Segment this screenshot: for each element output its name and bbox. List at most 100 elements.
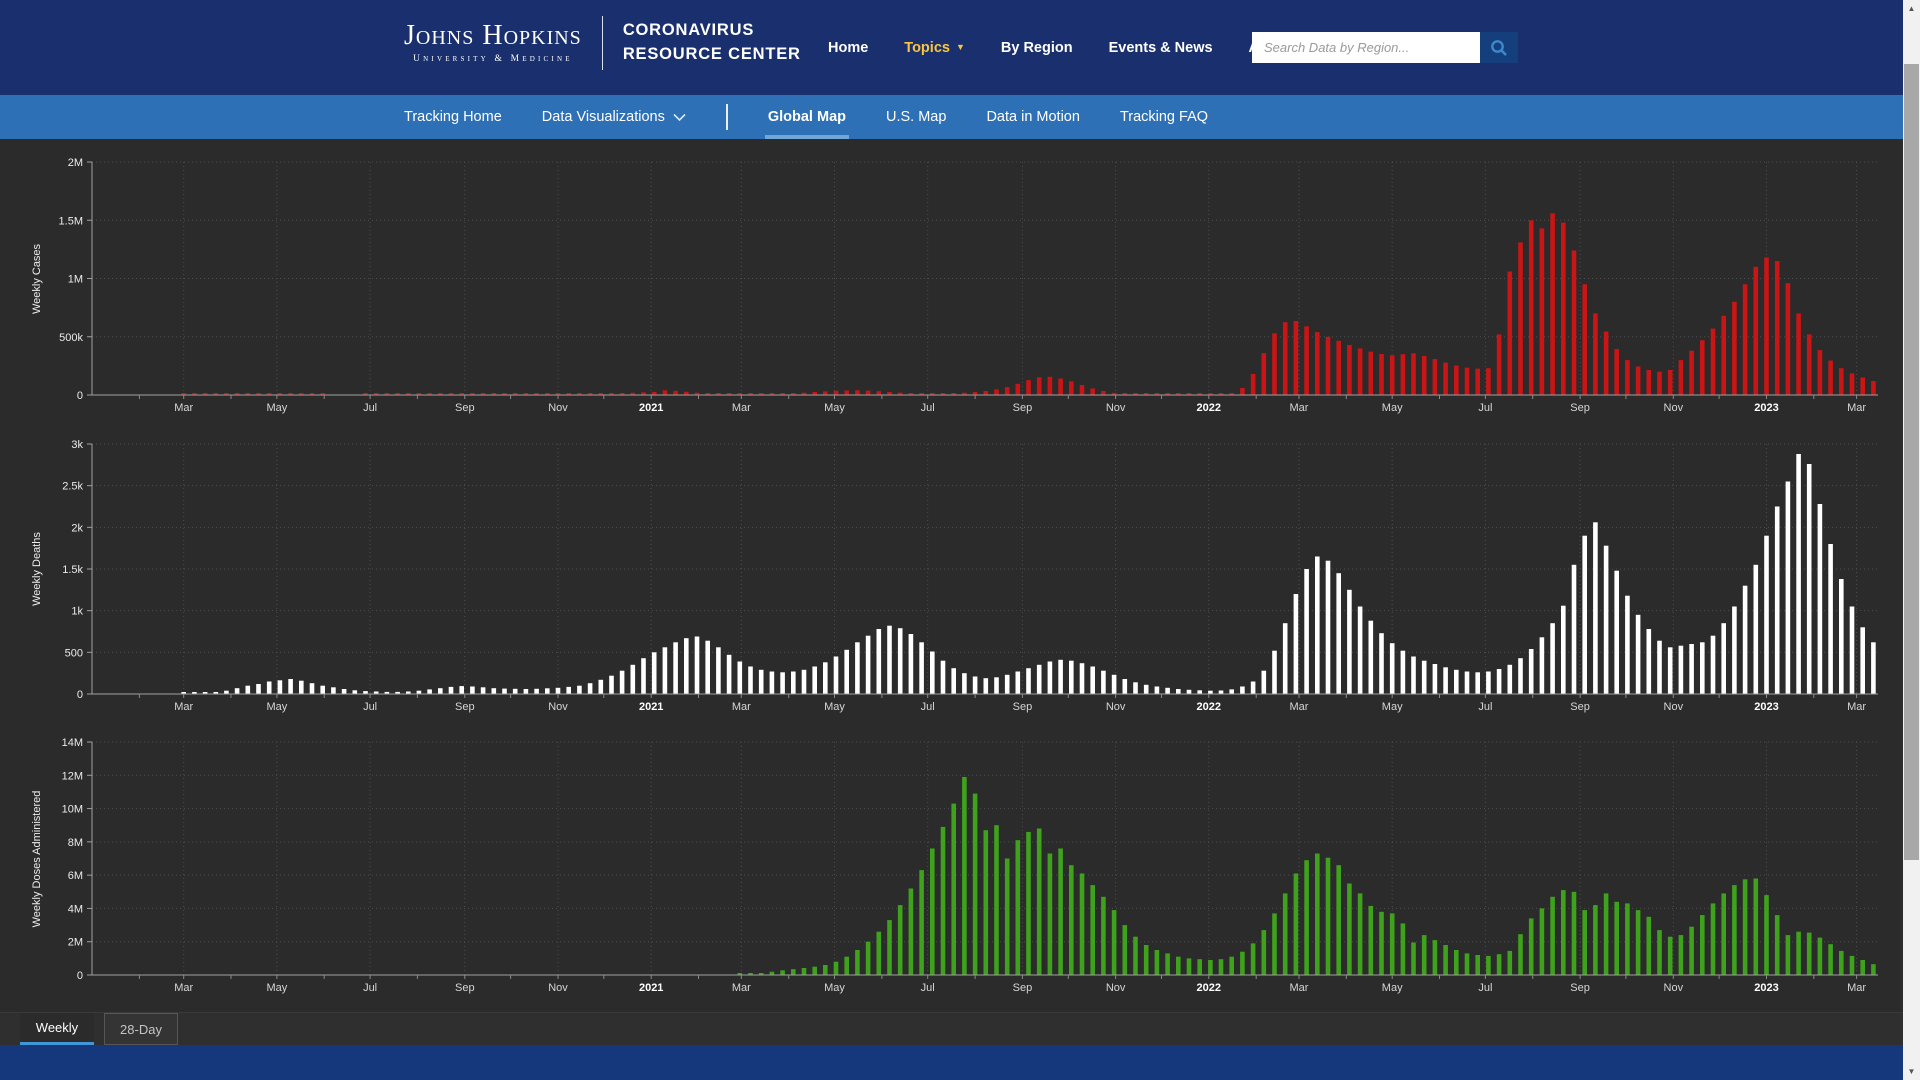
svg-text:8M: 8M: [68, 837, 83, 849]
svg-text:Sep: Sep: [1570, 402, 1590, 414]
chevron-down-icon: [673, 113, 686, 121]
svg-text:Nov: Nov: [548, 982, 568, 994]
weekly-deaths-chart: 0 500 1k 1.5k 2k 2.5k 3k Mar May Jul Sep Nov 2021 Mar…: [31, 439, 1878, 713]
brand-line2: RESOURCE CENTER: [622, 45, 801, 63]
svg-text:Nov: Nov: [1664, 402, 1684, 414]
svg-text:2M: 2M: [68, 937, 83, 949]
svg-text:Jul: Jul: [921, 402, 935, 414]
site-brand: CORONAVIRUS RESOURCE CENTER: [623, 19, 801, 67]
svg-text:Sep: Sep: [1570, 982, 1590, 994]
svg-text:Mar: Mar: [1847, 982, 1866, 994]
subnav-data-visualizations[interactable]: Data Visualizations: [542, 109, 686, 125]
svg-text:500k: 500k: [59, 332, 83, 344]
svg-text:Weekly Deaths: Weekly Deaths: [31, 532, 43, 606]
site-footer: [0, 1045, 1903, 1080]
university-subtitle: University & Medicine: [413, 54, 573, 64]
svg-text:May: May: [824, 982, 845, 994]
search-bar: [1252, 32, 1518, 63]
svg-text:2022: 2022: [1197, 982, 1221, 994]
charts-stack: 0 500k 1M 1.5M 2M Mar May Jul Sep Nov 2021 Mar May Ju…: [0, 139, 1903, 1012]
svg-text:2023: 2023: [1754, 701, 1778, 713]
svg-text:10M: 10M: [62, 804, 83, 816]
svg-text:2022: 2022: [1197, 402, 1221, 414]
svg-text:May: May: [824, 402, 845, 414]
scrollbar-thumb[interactable]: [1904, 64, 1919, 860]
svg-text:Jul: Jul: [921, 701, 935, 713]
nav-item-events-news[interactable]: Events & News: [1108, 39, 1213, 56]
tracking-subnav: Tracking Home Data Visualizations Global…: [0, 95, 1903, 139]
svg-text:May: May: [1382, 402, 1403, 414]
svg-text:Mar: Mar: [732, 701, 751, 713]
logo-divider: [601, 16, 603, 70]
svg-text:Mar: Mar: [1847, 402, 1866, 414]
subnav-data-visualizations-label: Data Visualizations: [541, 109, 665, 125]
svg-text:Mar: Mar: [174, 982, 193, 994]
university-name: Johns Hopkins: [404, 20, 582, 51]
svg-text:4M: 4M: [68, 903, 83, 915]
svg-text:Jul: Jul: [1478, 701, 1492, 713]
svg-text:Sep: Sep: [455, 701, 475, 713]
svg-text:2021: 2021: [639, 402, 663, 414]
svg-text:Sep: Sep: [1013, 701, 1033, 713]
svg-text:2.5k: 2.5k: [62, 481, 83, 493]
charts-main: 0 500k 1M 1.5M 2M Mar May Jul Sep Nov 2021 Mar May Ju…: [0, 139, 1903, 1045]
svg-text:2021: 2021: [639, 701, 663, 713]
tab-weekly[interactable]: Weekly: [20, 1013, 94, 1045]
nav-item-home[interactable]: Home: [828, 39, 869, 56]
svg-text:Nov: Nov: [1664, 701, 1684, 713]
svg-text:Mar: Mar: [1290, 402, 1309, 414]
svg-text:Sep: Sep: [1013, 982, 1033, 994]
svg-text:Nov: Nov: [548, 402, 568, 414]
search-input[interactable]: [1252, 32, 1480, 63]
svg-text:Mar: Mar: [174, 402, 193, 414]
subnav-tracking-home[interactable]: Tracking Home: [404, 109, 502, 125]
svg-text:Nov: Nov: [548, 701, 568, 713]
svg-text:3k: 3k: [71, 439, 83, 451]
subnav-tracking-faq[interactable]: Tracking FAQ: [1119, 109, 1209, 125]
svg-text:1k: 1k: [71, 606, 83, 618]
svg-text:0: 0: [77, 390, 83, 402]
subnav-global-map[interactable]: Global Map: [764, 109, 850, 139]
svg-text:2k: 2k: [71, 522, 83, 534]
svg-text:500: 500: [65, 647, 83, 659]
svg-text:12M: 12M: [62, 770, 83, 782]
svg-text:May: May: [1382, 701, 1403, 713]
search-icon: [1491, 39, 1507, 56]
site-logo[interactable]: Johns Hopkins University & Medicine CORO…: [404, 16, 801, 70]
svg-text:Mar: Mar: [1290, 701, 1309, 713]
svg-text:6M: 6M: [68, 870, 83, 882]
scrollbar-down-arrow-icon[interactable]: ▼: [1907, 1067, 1916, 1076]
johns-hopkins-logo: Johns Hopkins University & Medicine: [404, 20, 582, 65]
svg-text:Mar: Mar: [1290, 982, 1309, 994]
svg-text:Mar: Mar: [1847, 701, 1866, 713]
svg-text:2023: 2023: [1754, 982, 1778, 994]
nav-item-topics[interactable]: Topics ▼: [904, 40, 965, 56]
scrollbar-up-arrow-icon[interactable]: ▲: [1907, 4, 1916, 13]
svg-text:Mar: Mar: [174, 701, 193, 713]
svg-text:Jul: Jul: [921, 982, 935, 994]
vertical-scrollbar[interactable]: ▲ ▼: [1903, 0, 1920, 1080]
svg-text:Weekly Doses Administered: Weekly Doses Administered: [31, 791, 43, 928]
nav-item-by-region[interactable]: By Region: [1000, 39, 1073, 56]
subnav-us-map[interactable]: U.S. Map: [886, 109, 947, 125]
chart-period-tabbar: Weekly 28-Day: [0, 1012, 1903, 1045]
svg-text:0: 0: [77, 970, 83, 982]
subnav-divider: [725, 104, 728, 130]
main-nav: Home Topics ▼ By Region Events & News Ab…: [828, 0, 1290, 95]
svg-text:14M: 14M: [62, 737, 83, 749]
svg-text:1.5k: 1.5k: [62, 564, 83, 576]
tab-28-day[interactable]: 28-Day: [104, 1013, 178, 1045]
svg-text:Mar: Mar: [732, 402, 751, 414]
svg-text:0: 0: [77, 689, 83, 701]
svg-text:May: May: [1382, 982, 1403, 994]
search-button[interactable]: [1480, 32, 1518, 63]
svg-text:May: May: [267, 701, 288, 713]
svg-text:Nov: Nov: [1106, 982, 1126, 994]
weekly-doses-administered-chart: 0 2M 4M 6M 8M 10M 12M 14M Mar May Jul Sep Nov 2021 Mar…: [31, 737, 1878, 994]
svg-text:Mar: Mar: [732, 982, 751, 994]
subnav-data-in-motion[interactable]: Data in Motion: [986, 109, 1080, 125]
svg-text:Nov: Nov: [1106, 701, 1126, 713]
weekly-cases-chart: 0 500k 1M 1.5M 2M Mar May Jul Sep Nov 2021 Mar May Ju…: [31, 157, 1878, 414]
nav-topics-label: Topics: [904, 39, 950, 56]
